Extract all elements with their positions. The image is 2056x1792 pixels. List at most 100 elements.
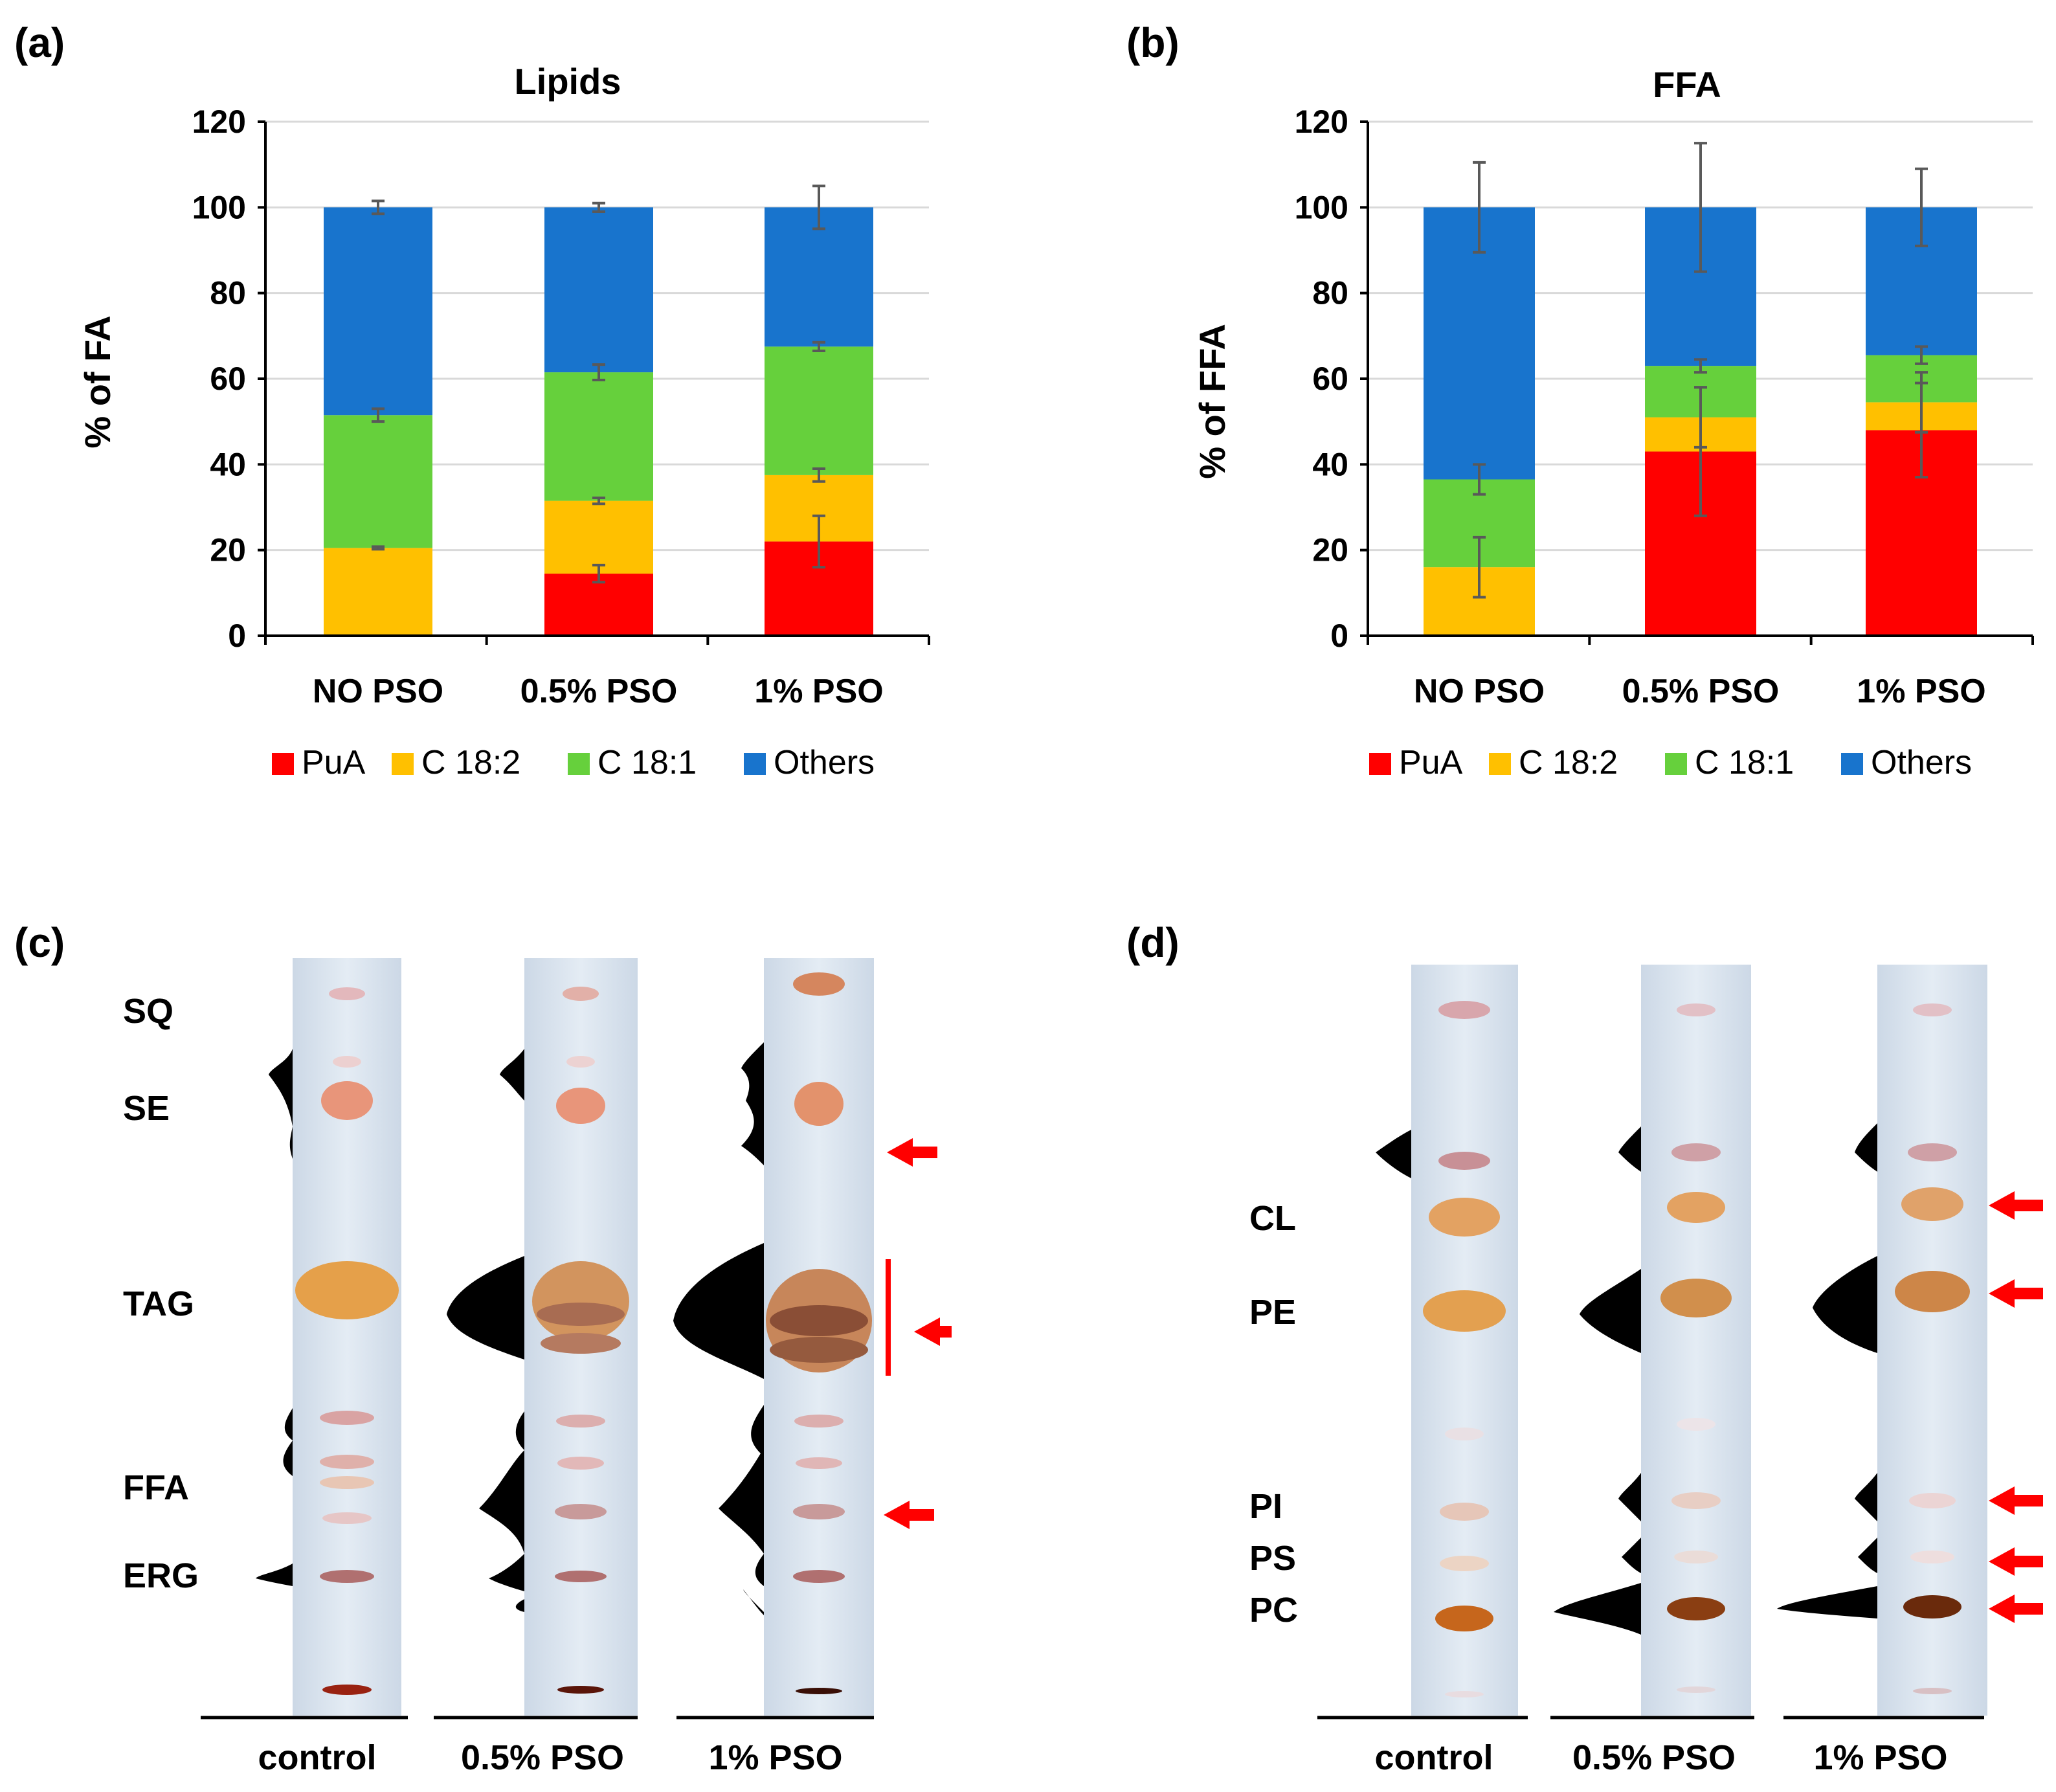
tlc-band (1909, 1493, 1956, 1508)
tlc-band (793, 1504, 845, 1519)
y-tick-labels: 0 20 40 60 80 100 120 (1295, 104, 1348, 654)
legend: PuA C 18:2 C 18:1 Others (1369, 744, 1972, 781)
y-tick-label: 0 (228, 618, 246, 654)
tlc-band (322, 1512, 372, 1524)
x-tick-label: 0.5% PSO (520, 673, 678, 710)
tlc-band (1438, 1152, 1490, 1170)
red-arrow-icon (887, 1138, 937, 1167)
chart-title: Lipids (515, 61, 621, 102)
tlc-band (794, 1082, 844, 1126)
legend-swatch (1489, 753, 1511, 775)
tlc-band (770, 1305, 868, 1336)
tlc-band (320, 1570, 374, 1583)
bar-segment (324, 207, 432, 416)
red-arrow-icon (1989, 1595, 2043, 1623)
tlc-band (322, 1685, 372, 1695)
band-label-sq: SQ (123, 992, 173, 1031)
densitometry-profile (1777, 1123, 1877, 1618)
band-label-tag: TAG (123, 1284, 194, 1323)
red-arrow-icon (1989, 1486, 2043, 1515)
legend-label: C 18:1 (598, 744, 697, 781)
x-tick-label: 1% PSO (1857, 673, 1985, 710)
y-tick-label: 60 (210, 361, 246, 397)
y-tick-label: 80 (1312, 275, 1348, 311)
tlc-band (1667, 1597, 1725, 1620)
band-label-ps: PS (1249, 1539, 1296, 1578)
chart-title: FFA (1653, 64, 1721, 105)
lane-label-0-5-pso: 0.5% PSO (1572, 1738, 1736, 1777)
tlc-band (1677, 1418, 1715, 1431)
legend-swatch (568, 753, 590, 775)
y-tick-label: 100 (192, 189, 246, 225)
bars (324, 207, 873, 636)
band-label-cl: CL (1249, 1199, 1296, 1238)
y-axis-label: % of FA (77, 315, 118, 448)
legend-swatch (744, 753, 766, 775)
tlc-band (320, 1411, 374, 1425)
tlc-band (1445, 1691, 1484, 1697)
tlc-band (1677, 1686, 1715, 1693)
tlc-band (321, 1081, 373, 1120)
tlc-band (329, 987, 365, 1000)
tlc-band (556, 1088, 605, 1124)
legend-label: Others (774, 744, 875, 781)
tlc-strip (1877, 965, 1987, 1716)
tlc-band (557, 1457, 604, 1470)
bar-segment (324, 415, 432, 548)
y-tick-labels: 0 20 40 60 80 100 120 (192, 104, 246, 654)
tlc-band (555, 1571, 607, 1582)
band-label-pc: PC (1249, 1591, 1298, 1630)
y-axis-label: % of FFA (1192, 324, 1233, 479)
tlc-band (1671, 1143, 1721, 1161)
legend-swatch (1665, 753, 1687, 775)
x-tick-labels: NO PSO 0.5% PSO 1% PSO (313, 673, 884, 710)
bar-segment (544, 372, 653, 501)
legend-swatch (272, 753, 294, 775)
tlc-band (1913, 1003, 1952, 1016)
red-arrow-icon (1989, 1279, 2043, 1308)
lane-label-1-pso: 1% PSO (708, 1738, 842, 1777)
tlc-band (541, 1333, 621, 1354)
error-bars (372, 185, 825, 584)
chart-ffa: FFA % of FFA 0 20 40 60 80 100 120 NO PSO 0.5% … (1192, 64, 2034, 781)
tlc-band (320, 1455, 374, 1469)
tlc-band (295, 1261, 399, 1319)
tlc-band (320, 1476, 374, 1489)
tlc-band (1910, 1551, 1954, 1563)
panel-letter-d: (d) (1126, 919, 1179, 966)
tlc-band (770, 1337, 868, 1363)
chart-lipids: Lipids % of FA 0 20 40 60 80 100 120 NO PSO 0.5… (77, 61, 930, 781)
y-tick-label: 20 (1312, 532, 1348, 568)
tlc-band (796, 1457, 842, 1469)
lane-label-control: control (258, 1738, 377, 1777)
lane-label-0-5-pso: 0.5% PSO (461, 1738, 624, 1777)
axes (258, 120, 930, 645)
tlc-band (1674, 1551, 1718, 1563)
x-tick-label: 0.5% PSO (1622, 673, 1780, 710)
legend-label: C 18:2 (1519, 744, 1618, 781)
tlc-strip (1411, 965, 1518, 1716)
tlc-panel-phospholipids: CL PE PI PS PC (1249, 965, 2043, 1777)
tlc-band (794, 1415, 844, 1428)
legend: PuA C 18:2 C 18:1 Others (272, 744, 875, 781)
tlc-band (793, 972, 845, 996)
axes (1360, 120, 2034, 645)
x-tick-label: 1% PSO (754, 673, 883, 710)
bar-segment (544, 500, 653, 574)
y-tick-label: 120 (1295, 104, 1348, 140)
tlc-band (1423, 1290, 1506, 1332)
legend-label: C 18:2 (421, 744, 520, 781)
bar-segment (765, 207, 873, 347)
tlc-band (1667, 1192, 1725, 1223)
tlc-band (1438, 1001, 1490, 1019)
tlc-band (1445, 1428, 1484, 1440)
densitometry-profile (1376, 1130, 1411, 1178)
lane-label-control: control (1375, 1738, 1493, 1777)
panel-letter-c: (c) (14, 919, 65, 966)
tlc-band (557, 1686, 604, 1694)
red-arrow-icon (914, 1317, 952, 1346)
tlc-band (1429, 1198, 1500, 1237)
tlc-band (1903, 1595, 1961, 1618)
panel-letter-b: (b) (1126, 19, 1179, 66)
tlc-band (566, 1056, 595, 1068)
